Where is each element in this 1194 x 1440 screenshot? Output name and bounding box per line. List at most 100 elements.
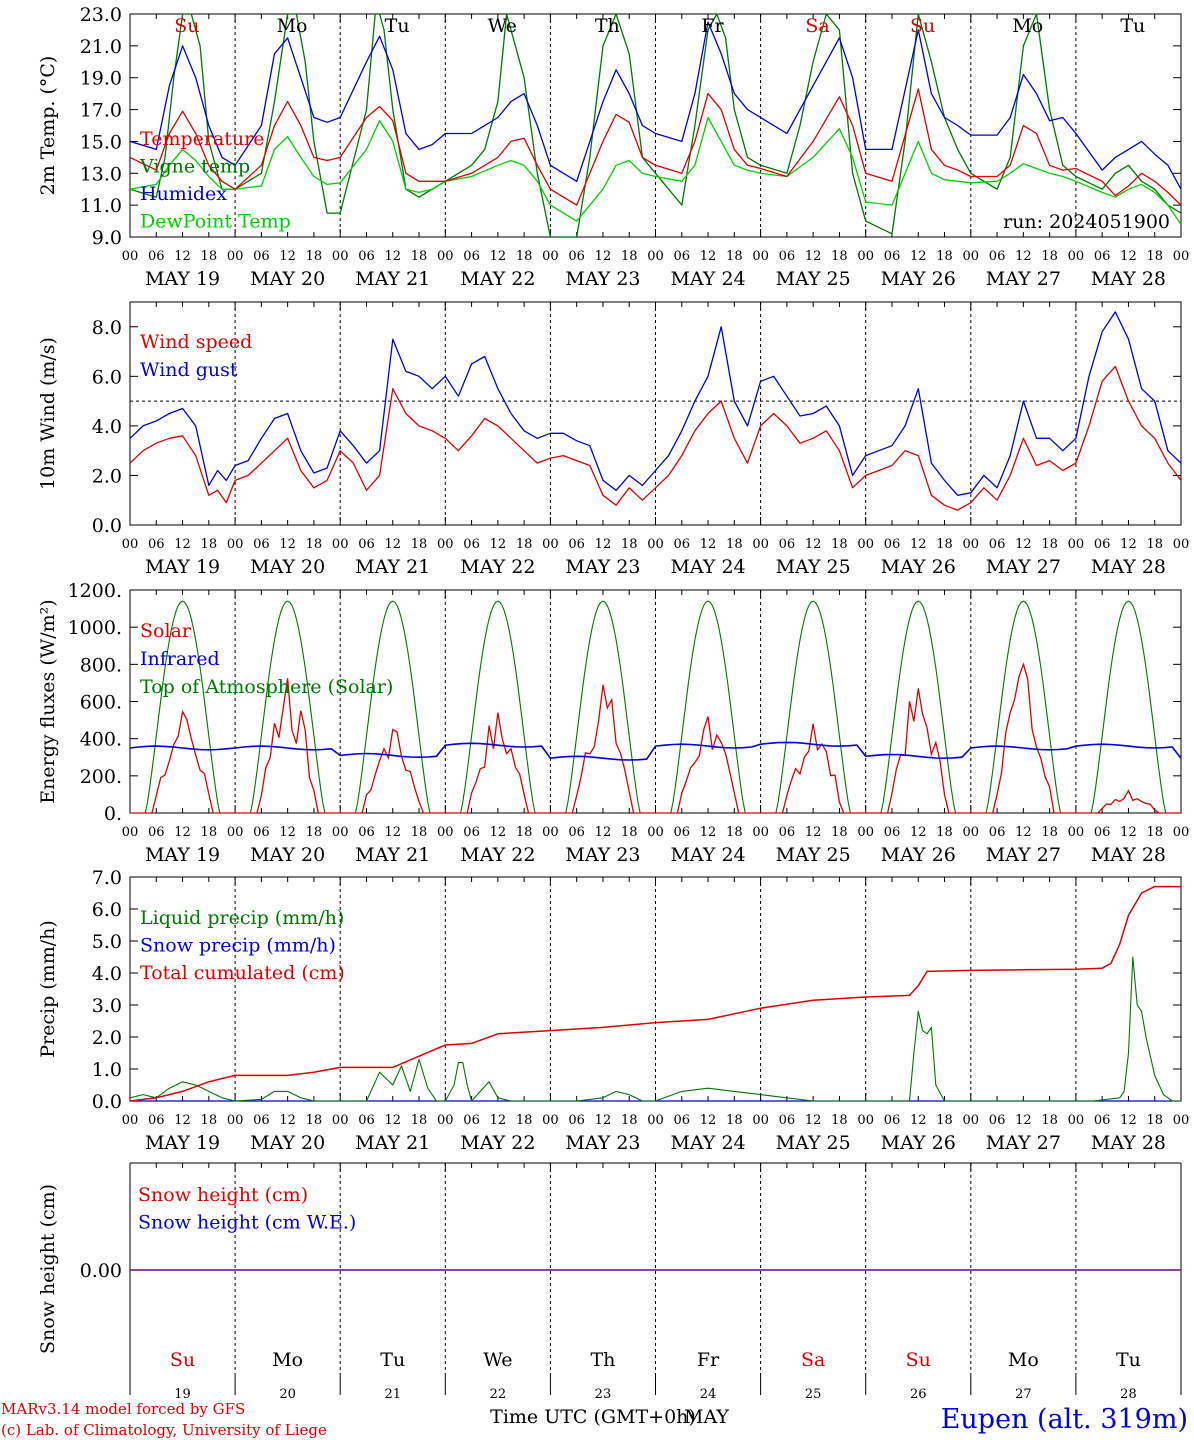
hour-tick-label: 00 <box>857 825 874 840</box>
hour-tick-label: 12 <box>700 825 717 840</box>
hour-tick-label: 06 <box>568 249 585 264</box>
hour-tick-label: 06 <box>148 249 165 264</box>
y-tick-label: 11.0 <box>80 195 122 217</box>
date-label: MAY 26 <box>881 556 956 578</box>
date-label: MAY 19 <box>145 268 220 290</box>
hour-tick-label: 12 <box>1120 825 1137 840</box>
date-label: MAY 21 <box>355 268 430 290</box>
hour-tick-label: 18 <box>936 825 953 840</box>
series-total-cumulated <box>129 885 1181 1102</box>
hour-tick-label: 06 <box>1094 537 1111 552</box>
weekday-label: Tu <box>1120 15 1145 37</box>
hour-tick-label: 12 <box>805 249 822 264</box>
hour-tick-label: 06 <box>568 825 585 840</box>
date-label: MAY 25 <box>776 268 851 290</box>
y-tick-label: 21.0 <box>80 36 122 58</box>
day-number: 19 <box>174 1387 191 1402</box>
hour-tick-label: 12 <box>279 537 296 552</box>
hour-tick-label: 12 <box>279 249 296 264</box>
series-infrared <box>129 741 1182 761</box>
day-number: 21 <box>384 1387 401 1402</box>
hour-tick-label: 00 <box>227 1113 244 1128</box>
hour-tick-label: 18 <box>306 537 323 552</box>
hour-tick-label: 18 <box>726 825 743 840</box>
weekday-label: We <box>488 15 517 37</box>
legend-wind-gust: Wind gust <box>140 359 238 381</box>
hour-tick-label: 18 <box>201 249 218 264</box>
y-tick-label: 23.0 <box>80 4 122 26</box>
hour-tick-label: 06 <box>884 249 901 264</box>
series-wind-speed <box>129 365 1182 511</box>
hour-tick-label: 12 <box>490 1113 507 1128</box>
day-number: 20 <box>279 1387 296 1402</box>
hour-tick-label: 00 <box>857 1113 874 1128</box>
y-tick-label: 0. <box>104 803 122 825</box>
y-axis-label: Snow height (cm) <box>37 1184 59 1354</box>
hour-tick-label: 18 <box>201 1113 218 1128</box>
hour-tick-label: 06 <box>148 825 165 840</box>
hour-tick-label: 18 <box>831 249 848 264</box>
weekday-label: Fr <box>701 15 724 37</box>
day-number: 22 <box>490 1387 507 1402</box>
panel-1: 9.0 11.0 13.0 15.0 17.0 19.0 21.0 23.0 2m Temp. … <box>37 4 1189 290</box>
hour-tick-label: 18 <box>411 249 428 264</box>
date-label: MAY 24 <box>670 1132 745 1154</box>
weekday-label: Mo <box>1008 1349 1039 1371</box>
y-tick-label: 600. <box>80 692 122 714</box>
hour-tick-label: 18 <box>621 1113 638 1128</box>
hour-tick-label: 06 <box>1094 825 1111 840</box>
hour-tick-label: 00 <box>542 825 559 840</box>
hour-tick-label: 00 <box>542 537 559 552</box>
hour-tick-label: 06 <box>568 1113 585 1128</box>
hour-tick-label: 06 <box>674 1113 691 1128</box>
y-tick-label: 13.0 <box>80 163 122 185</box>
hour-tick-label: 12 <box>384 249 401 264</box>
legend-humidex: Humidex <box>140 183 227 205</box>
date-label: MAY 22 <box>460 268 535 290</box>
weekday-label: Fr <box>697 1349 720 1371</box>
y-tick-label: 8.0 <box>92 317 122 339</box>
y-tick-label: 3.0 <box>92 995 122 1017</box>
y-tick-label: 0.00 <box>80 1260 122 1282</box>
legend-total-cumulated-cm: Total cumulated (cm) <box>140 962 345 984</box>
hour-tick-label: 00 <box>437 537 454 552</box>
hour-tick-label: 00 <box>542 1113 559 1128</box>
hour-tick-label: 12 <box>595 825 612 840</box>
hour-tick-label: 00 <box>752 537 769 552</box>
location-label: Eupen (alt. 319m) <box>941 1404 1188 1435</box>
y-tick-label: 0.0 <box>92 515 122 537</box>
hour-tick-label: 18 <box>306 1113 323 1128</box>
date-label: MAY 23 <box>565 844 640 866</box>
hour-tick-label: 18 <box>1041 825 1058 840</box>
hour-tick-label: 00 <box>227 825 244 840</box>
hour-tick-label: 06 <box>989 1113 1006 1128</box>
hour-tick-label: 06 <box>148 1113 165 1128</box>
date-label: MAY 23 <box>565 1132 640 1154</box>
x-axis-title: Time UTC (GMT+0h) <box>490 1406 696 1428</box>
hour-tick-label: 18 <box>516 825 533 840</box>
hour-tick-label: 12 <box>174 249 191 264</box>
hour-tick-label: 06 <box>674 249 691 264</box>
y-tick-label: 1200. <box>68 580 122 602</box>
hour-tick-label: 06 <box>779 825 796 840</box>
legend-liquid-precip-mm-h: Liquid precip (mm/h) <box>140 907 344 929</box>
legend-dewpoint-temp: DewPoint Temp <box>140 211 291 233</box>
y-tick-label: 6.0 <box>92 366 122 388</box>
hour-tick-label: 12 <box>174 537 191 552</box>
hour-tick-label: 12 <box>1015 249 1032 264</box>
date-label: MAY 25 <box>776 556 851 578</box>
series-dewpoint-temp <box>130 116 1181 225</box>
date-label: MAY 27 <box>986 844 1061 866</box>
hour-tick-label: 12 <box>805 537 822 552</box>
hour-tick-label: 12 <box>910 249 927 264</box>
hour-tick-label: 18 <box>516 249 533 264</box>
hour-tick-label: 12 <box>700 1113 717 1128</box>
legend-wind-speed: Wind speed <box>140 331 252 353</box>
date-label: MAY 28 <box>1091 844 1166 866</box>
y-tick-label: 4.0 <box>92 416 122 438</box>
date-label: MAY 25 <box>776 1132 851 1154</box>
hour-tick-label: 06 <box>463 825 480 840</box>
weekday-label: Mo <box>1012 15 1043 37</box>
hour-tick-label: 18 <box>1146 249 1163 264</box>
legend-snow-height-cm-w-e: Snow height (cm W.E.) <box>138 1212 356 1234</box>
